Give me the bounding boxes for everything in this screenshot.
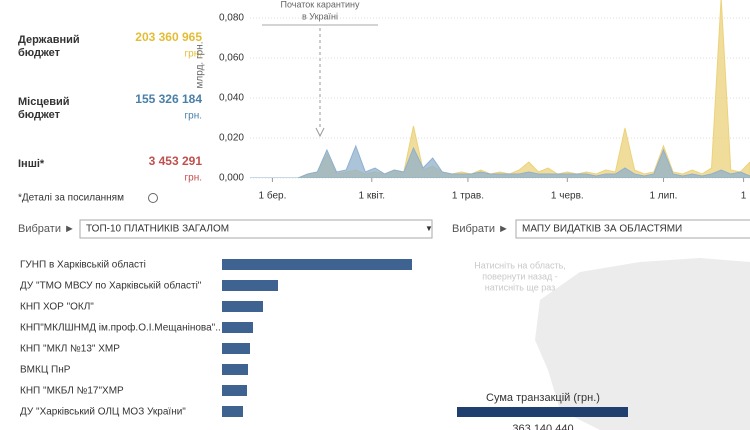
x-tick-label: 1: [741, 191, 747, 202]
dropdown[interactable]: [79, 219, 433, 239]
selector-value[interactable]: МАПУ ВИДАТКІВ ЗА ОБЛАСТЯМИ: [522, 224, 682, 235]
selector-value[interactable]: ТОП-10 ПЛАТНИКІВ ЗАГАЛОМ: [86, 224, 229, 235]
bar[interactable]: [222, 259, 412, 270]
summary-amount: 3 453 291: [149, 154, 203, 168]
map-shape[interactable]: [535, 258, 750, 430]
y-tick-label: 0,060: [219, 53, 244, 64]
info-icon[interactable]: [148, 193, 158, 203]
summary-label: Державний: [18, 34, 80, 46]
annotation: в Україні: [302, 11, 338, 21]
selector-prefix: Вибрати ►: [18, 223, 75, 235]
x-tick-label: 1 черв.: [551, 191, 584, 202]
summary-label: Місцевий: [18, 96, 70, 108]
payer-label: ВМКЦ ПнР: [20, 365, 71, 376]
payer-label: КНП"МКЛШНМД ім.проф.О.І.Мещанінова"..: [20, 322, 221, 334]
map-hint: повернути назад -: [482, 271, 557, 281]
y-axis-label: млрд. грн.: [195, 42, 206, 89]
bar[interactable]: [222, 301, 263, 312]
x-tick-label: 1 трав.: [452, 191, 484, 202]
bar[interactable]: [222, 343, 250, 354]
legend-bar: [457, 407, 628, 417]
payer-label: ДУ "Харківський ОЛЦ МОЗ України": [20, 407, 186, 418]
annotation-arrow: [315, 127, 325, 138]
bar[interactable]: [222, 280, 278, 291]
x-tick-label: 1 квіт.: [359, 191, 386, 202]
summary-unit: грн.: [184, 111, 202, 122]
note[interactable]: *Деталі за посиланням: [18, 193, 124, 204]
map-hint: Натисніть на область,: [474, 260, 566, 270]
legend-title: Сума транзакцій (грн.): [486, 392, 600, 404]
payer-label: КНП "МКЛ №13" ХМР: [20, 344, 120, 355]
bar[interactable]: [222, 364, 248, 375]
dropdown[interactable]: [515, 219, 750, 239]
y-tick-label: 0,080: [219, 13, 244, 24]
x-tick-label: 1 лип.: [649, 191, 677, 202]
x-tick-label: 1 бер.: [259, 190, 287, 202]
summary-label: бюджет: [18, 109, 61, 121]
bar[interactable]: [222, 322, 253, 333]
summary-amount: 203 360 965: [135, 30, 202, 44]
area: [250, 144, 750, 178]
payer-label: ДУ "ТМО МВСУ по Харківській області": [20, 280, 202, 292]
legend-max: 363 140 440: [512, 423, 573, 430]
annotation: Початок карантину: [281, 0, 360, 9]
summary-label: бюджет: [18, 47, 61, 59]
y-tick-label: 0,000: [219, 173, 244, 184]
bar[interactable]: [222, 385, 247, 396]
summary-amount: 155 326 184: [135, 92, 202, 106]
y-tick-label: 0,040: [219, 93, 244, 104]
selector-prefix: Вибрати ►: [452, 223, 509, 235]
summary-label: Інші*: [18, 158, 45, 170]
payer-label: КНП "МКБЛ №17"ХМР: [20, 386, 124, 397]
summary-unit: грн.: [184, 49, 202, 60]
payer-label: КНП ХОР "ОКЛ": [20, 302, 94, 313]
summary-unit: грн.: [184, 173, 202, 184]
map-hint: натисніть ще раз: [485, 282, 556, 292]
area: [250, 0, 750, 178]
y-tick-label: 0,020: [219, 133, 244, 144]
dropdown-arrow: ▼: [425, 224, 433, 233]
bar[interactable]: [222, 406, 243, 417]
payer-label: ГУНП в Харківській області: [20, 259, 146, 271]
